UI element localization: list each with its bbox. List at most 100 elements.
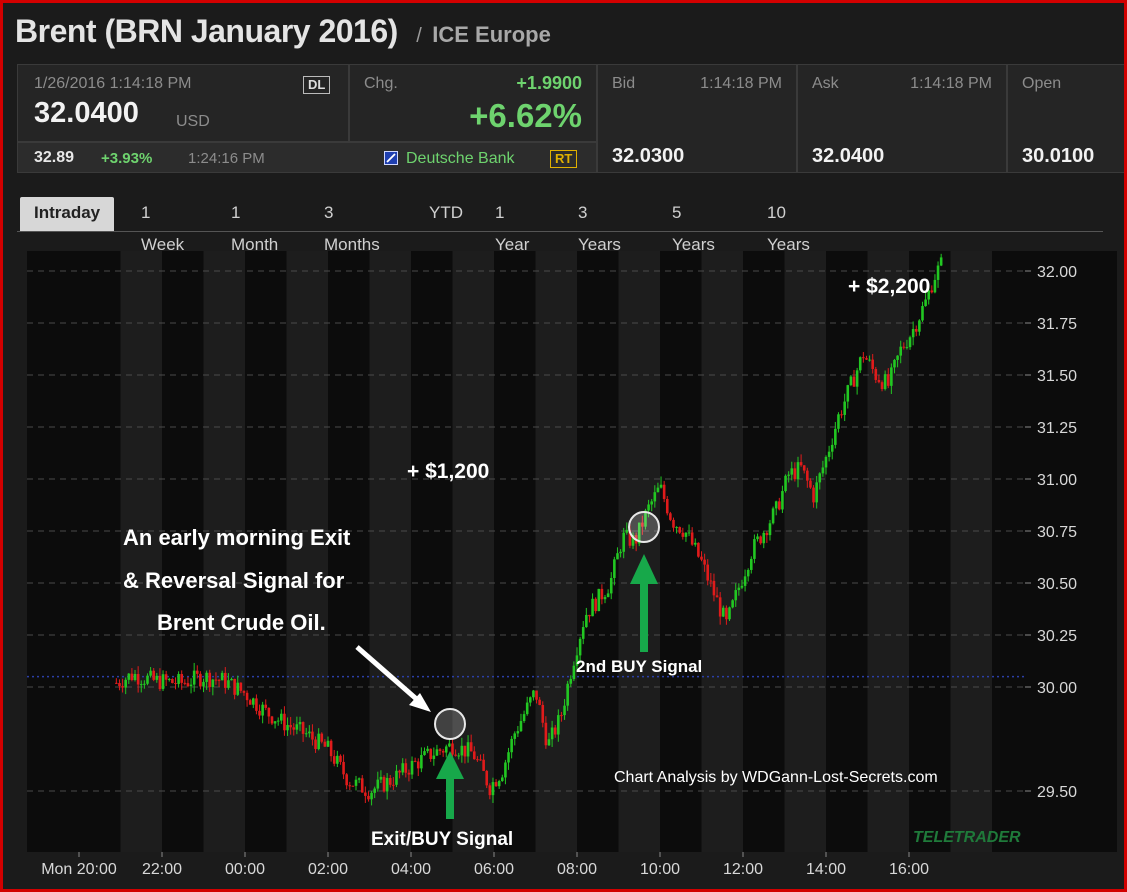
y-axis-area (1025, 251, 1117, 852)
candle-body (846, 385, 850, 402)
candle-body (280, 713, 283, 721)
candle-body (317, 733, 320, 750)
candle-body (416, 761, 420, 769)
candle-body (164, 674, 168, 680)
candle-body (784, 475, 787, 492)
candle-body (199, 673, 202, 687)
candle-body (572, 665, 576, 680)
candle-body (581, 627, 585, 639)
candle-body (180, 674, 184, 683)
candle-body (594, 598, 597, 612)
candle-body (840, 414, 843, 416)
candle-body (628, 529, 632, 546)
candle-body (734, 590, 738, 601)
time-band (203, 251, 245, 852)
ask-label: Ask (812, 75, 839, 92)
candle-body (242, 690, 246, 693)
candle-body (532, 690, 535, 698)
tab-intraday[interactable]: Intraday (20, 197, 115, 231)
candle-body (236, 682, 240, 695)
candle-body (600, 588, 604, 600)
candle-body (407, 772, 411, 775)
candle-body (619, 551, 622, 554)
candle-body (799, 462, 803, 466)
candle-body (566, 683, 569, 706)
last-price: 32.0400 (34, 97, 139, 129)
candle-body (930, 290, 934, 293)
time-band (618, 251, 660, 852)
tab-3-months[interactable]: 3 Months (324, 203, 380, 254)
candle-body (448, 743, 451, 747)
candle-body (855, 370, 859, 387)
candle-body (289, 724, 292, 728)
candle-body (146, 675, 149, 684)
candle-body (420, 755, 423, 769)
candle-body (890, 367, 893, 386)
candle-body (535, 690, 538, 700)
candle-body (690, 532, 694, 545)
candle-body (395, 770, 398, 785)
candle-body (606, 593, 610, 598)
candle-body (345, 774, 348, 786)
candle-body (834, 428, 837, 445)
tab-10-years[interactable]: 10 Years (767, 203, 810, 254)
delayed-badge: DL (303, 76, 331, 94)
candle-body (167, 679, 171, 681)
plot-area (27, 251, 1025, 852)
candle-body (871, 359, 874, 369)
candle-body (295, 724, 299, 730)
x-tick-label: Mon 20:00 (41, 861, 117, 878)
candle-body (479, 759, 482, 761)
bid-panel: Bid 1:14:18 PM 32.0300 (597, 64, 797, 173)
candle-body (149, 670, 152, 676)
candle-body (463, 745, 467, 757)
candle-body (911, 328, 915, 338)
candle-body (124, 679, 127, 688)
candle-body (360, 778, 364, 793)
candle-body (454, 754, 457, 756)
candle-body (301, 722, 305, 734)
candle-body (488, 785, 492, 796)
candle-body (647, 504, 650, 511)
candle-body (616, 553, 619, 560)
tab-3-years[interactable]: 3 Years (578, 203, 621, 254)
tab-1-week[interactable]: 1 Week (141, 203, 185, 254)
candle-body (541, 704, 545, 723)
candle-body (205, 672, 208, 682)
tab-5-years[interactable]: 5 Years (672, 203, 715, 254)
y-tick-label: 30.00 (1037, 680, 1077, 697)
candle-body (161, 674, 165, 690)
candle-body (388, 777, 392, 785)
candle-body (756, 536, 759, 540)
candle-body (877, 379, 881, 383)
tab-1-month[interactable]: 1 Month (231, 203, 279, 254)
candle-body (264, 704, 268, 708)
provider-name: Deutsche Bank (406, 150, 515, 167)
open-value: 30.0100 (1022, 145, 1095, 167)
candle-body (693, 542, 697, 545)
candle-body (189, 684, 193, 687)
tab-ytd[interactable]: YTD (429, 203, 463, 222)
teletrader-logo: TELETRADER (913, 829, 1021, 846)
candle-body (329, 740, 333, 757)
candle-body (650, 501, 653, 505)
instrument-title: Brent (BRN January 2016) (15, 13, 398, 49)
tab-1-year[interactable]: 1 Year (495, 203, 530, 254)
candle-body (220, 672, 224, 681)
candle-body (441, 750, 445, 753)
ask-value: 32.0400 (812, 145, 885, 167)
candle-body (351, 785, 355, 787)
x-tick-label: 08:00 (557, 861, 597, 878)
candle-body (893, 359, 896, 368)
bid-value: 32.0300 (612, 145, 685, 167)
candle-body (750, 558, 753, 570)
note-line-1: An early morning Exit (123, 525, 351, 550)
candle-body (880, 382, 884, 390)
candle-body (874, 368, 878, 380)
time-band (950, 251, 992, 852)
candle-body (665, 498, 669, 514)
candle-body (270, 716, 274, 724)
candle-body (703, 559, 706, 565)
candle-body (684, 532, 688, 537)
